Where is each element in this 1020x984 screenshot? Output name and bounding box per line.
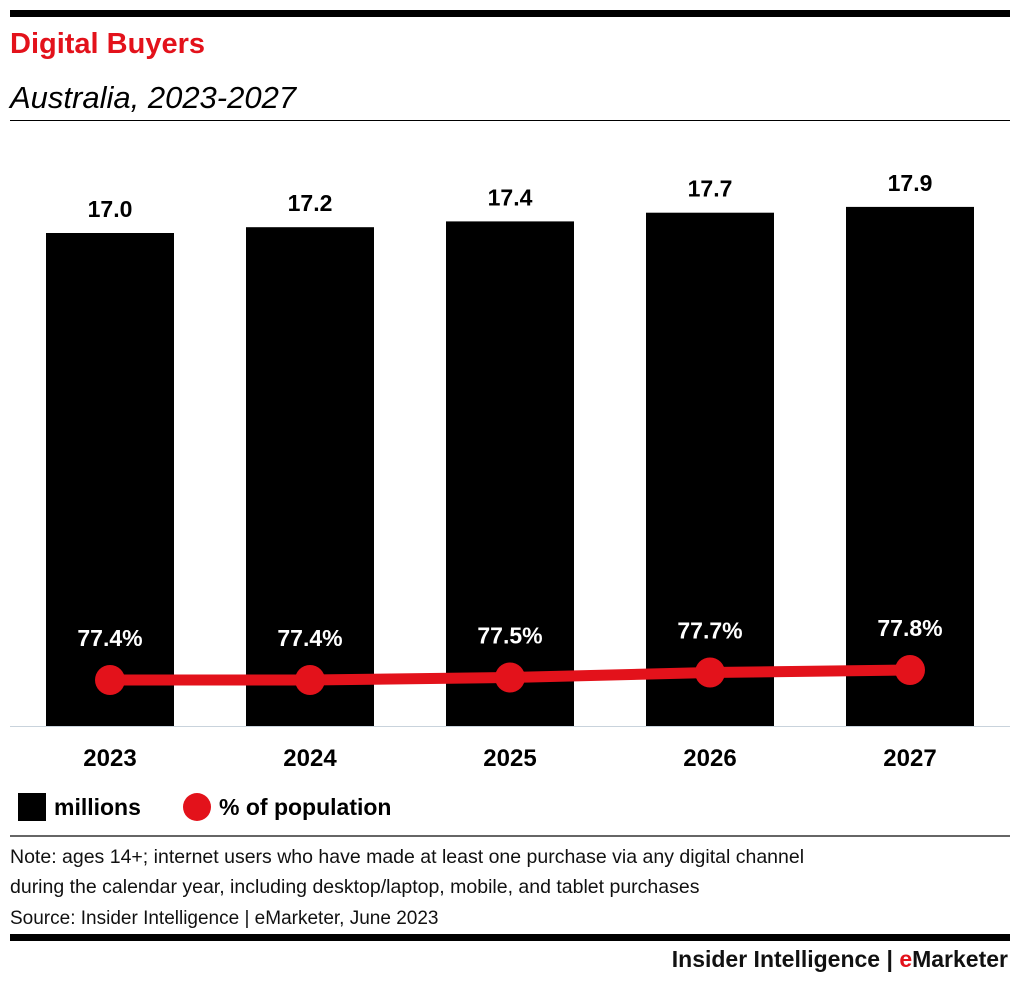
line-point [695,657,725,688]
brand-text-e: e [899,946,913,972]
brand-text: Marketer [912,946,1008,972]
brand-text: Insider Intelligence | [671,946,900,972]
x-tick-label: 2026 [683,745,736,772]
bar-value-label: 17.7 [688,176,733,202]
chart-plot: 17.0 2023 17.2 2024 17.4 2025 17.7 2026 17.9 2027… [10,170,1010,772]
title-rule [10,120,1010,121]
x-tick-label: 2024 [283,745,337,772]
bar [446,221,574,726]
line-value-label: 77.4% [277,625,342,651]
bar-value-label: 17.9 [888,170,933,196]
line-value-label: 77.8% [877,615,942,641]
legend-swatch-square-icon [18,793,46,821]
chart-title: Digital Buyers [10,28,205,60]
legend-label: millions [54,793,141,820]
line-point [95,665,125,695]
bar [46,233,174,726]
legend-item-population: % of population [183,793,391,821]
bar-value-label: 17.2 [288,190,333,216]
line-value-label: 77.7% [677,618,742,644]
top-rule [10,10,1010,17]
bottom-rule [10,934,1010,941]
line-value-label: 77.4% [77,625,142,651]
note-line-2: during the calendar year, including desk… [10,876,700,898]
source: Source: Insider Intelligence | eMarketer… [10,908,439,929]
line-point [495,662,525,693]
chart-subtitle: Australia, 2023-2027 [10,80,297,115]
legend-item-millions: millions [18,793,141,821]
brand-logo: Insider Intelligence | eMarketer [672,946,1008,973]
note-line-1: Note: ages 14+; internet users who have … [10,846,805,868]
bar-value-label: 17.4 [488,184,533,210]
x-tick-label: 2025 [483,745,536,772]
bar [246,227,374,726]
bar [846,206,974,726]
bar-value-label: 17.0 [88,196,133,222]
legend-swatch-circle-icon [183,793,211,821]
line-value-label: 77.5% [477,623,542,649]
x-tick-label: 2027 [883,745,936,772]
line-point [295,665,325,695]
line-point [895,655,925,685]
legend-label: % of population [219,793,392,820]
x-tick-label: 2023 [83,745,136,772]
bar [646,212,774,726]
legend-rule [10,835,1010,837]
